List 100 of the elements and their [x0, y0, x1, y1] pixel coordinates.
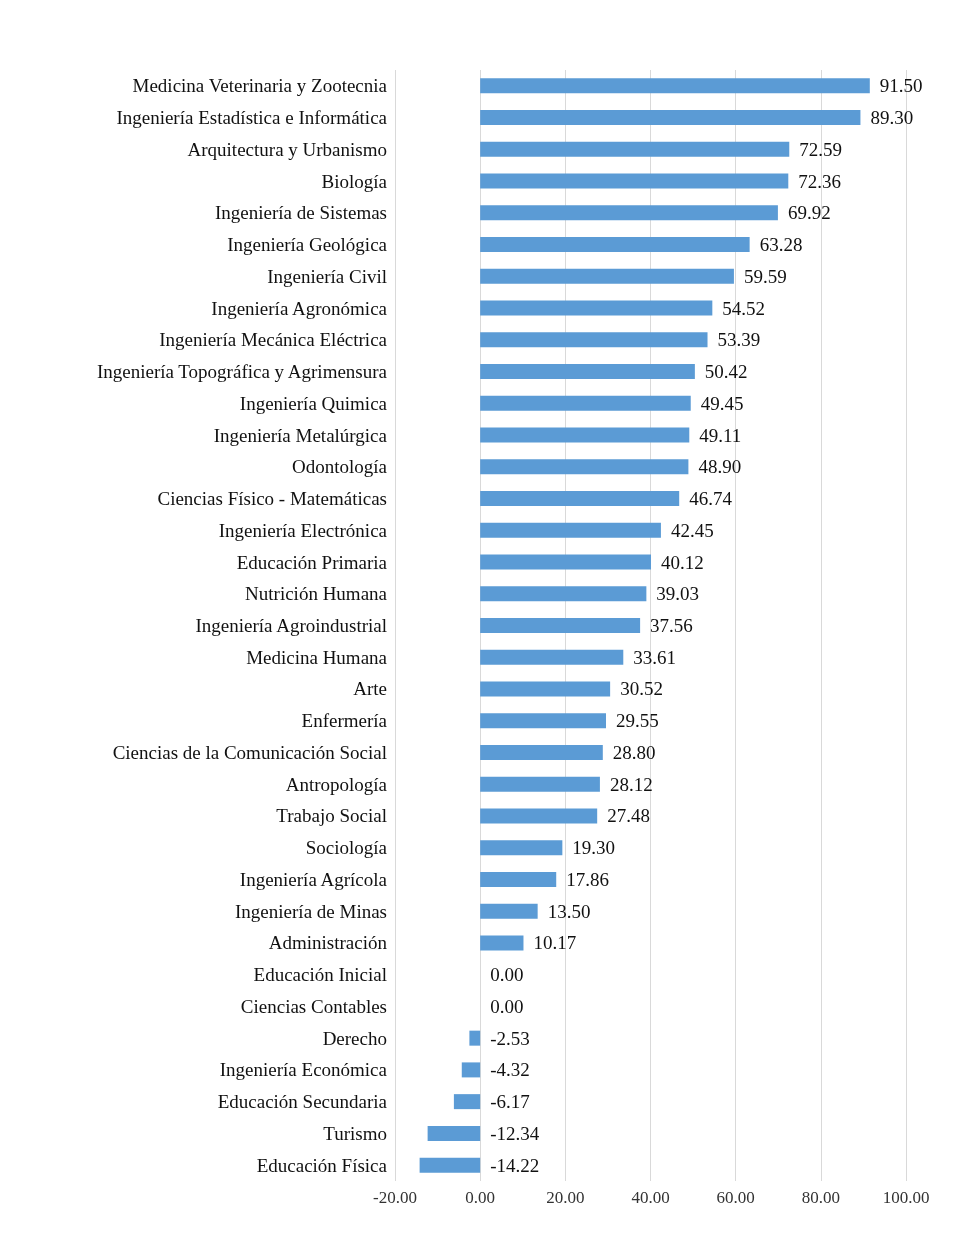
y-tick-label: Arte [353, 678, 387, 700]
bar [480, 681, 611, 697]
bar [480, 78, 870, 94]
data-label: -6.17 [490, 1091, 530, 1113]
data-label: 10.17 [533, 932, 577, 954]
bar [480, 840, 563, 856]
bar [480, 141, 790, 157]
y-tick-label: Ingeniería de Minas [235, 900, 387, 922]
bar [480, 903, 538, 919]
y-tick-label: Ciencias Físico - Matemáticas [157, 488, 387, 510]
data-label: 39.03 [656, 583, 700, 605]
data-label: 27.48 [607, 805, 650, 827]
y-tick-label: Ciencias Contables [240, 995, 387, 1017]
y-tick-label: Ingeniería Civil [267, 265, 387, 287]
x-tick-label: -20.00 [373, 1188, 417, 1207]
y-tick-label: Turismo [323, 1122, 387, 1144]
bar [480, 427, 690, 443]
y-tick-label: Educación Física [256, 1154, 388, 1176]
x-tick-label: 40.00 [631, 1188, 670, 1207]
y-tick-label: Ingeniería Agroindustrial [195, 615, 387, 636]
data-label: 54.52 [722, 297, 766, 319]
y-tick-label: Administración [268, 932, 388, 954]
y-tick-label: Derecho [322, 1027, 387, 1049]
data-label: 13.50 [547, 900, 591, 922]
y-tick-label: Ciencias de la Comunicación Social [112, 741, 387, 763]
data-label: 30.52 [620, 678, 663, 700]
x-tick-label: 100.00 [882, 1188, 930, 1207]
bar [419, 1157, 481, 1173]
x-tick-label: 20.00 [546, 1188, 585, 1207]
data-label: 53.39 [717, 329, 761, 351]
data-label: 42.45 [670, 519, 714, 541]
data-label: -14.22 [490, 1154, 540, 1176]
y-tick-label: Sociología [305, 837, 388, 859]
bar [480, 808, 598, 824]
bar [453, 1094, 481, 1110]
data-label: -4.32 [490, 1059, 530, 1081]
y-tick-label: Arquitectura y Urbanismo [187, 138, 387, 160]
data-label: -2.53 [490, 1027, 530, 1049]
bar [480, 205, 778, 221]
data-label: 69.92 [787, 202, 831, 224]
bar [480, 300, 713, 316]
data-label: 28.80 [612, 741, 656, 763]
y-tick-label: Medicina Humana [246, 646, 388, 668]
y-tick-label: Ingeniería Agronómica [211, 297, 388, 319]
data-label: 72.36 [798, 170, 842, 192]
data-label: 91.50 [879, 75, 923, 97]
data-label: 0.00 [490, 995, 524, 1017]
bar [480, 776, 600, 792]
y-tick-label: Ingeniería Mecánica Eléctrica [159, 329, 388, 351]
data-label: 49.11 [699, 424, 742, 446]
bar [480, 713, 606, 729]
data-label: 40.12 [661, 551, 704, 573]
y-tick-label: Trabajo Social [276, 805, 387, 827]
data-label: 19.30 [572, 837, 616, 859]
y-tick-label: Ingeniería de Sistemas [214, 202, 387, 224]
bar [480, 173, 789, 189]
bar [461, 1062, 481, 1078]
y-tick-label: Ingeniería Estadística e Informática [116, 107, 388, 129]
data-label: 37.56 [650, 615, 693, 636]
y-tick-label: Educación Inicial [253, 964, 387, 986]
bar [480, 237, 750, 253]
y-tick-label: Ingeniería Agrícola [239, 868, 388, 890]
bar [480, 554, 652, 570]
y-tick-label: Medicina Veterinaria y Zootecnia [132, 75, 388, 97]
y-tick-label: Biología [321, 170, 388, 192]
bar [469, 1030, 481, 1046]
y-tick-label: Educación Secundaria [217, 1091, 388, 1113]
data-label: 72.59 [799, 138, 843, 160]
y-tick-label: Ingeniería Económica [219, 1059, 388, 1081]
data-label: 59.59 [743, 265, 787, 287]
data-label: 17.86 [566, 868, 609, 890]
y-tick-label: Antropología [285, 773, 388, 795]
bar [480, 522, 661, 538]
data-label: 29.55 [616, 710, 659, 732]
x-tick-label: 60.00 [716, 1188, 755, 1207]
bar [480, 649, 624, 665]
bar [427, 1125, 481, 1141]
data-label: 63.28 [759, 234, 803, 256]
bar [480, 459, 689, 475]
bar [480, 935, 524, 951]
data-label: 28.12 [609, 773, 653, 795]
y-tick-label: Ingeniería Quimica [239, 392, 388, 414]
y-tick-label: Ingeniería Electrónica [218, 519, 388, 541]
bar [480, 744, 603, 760]
data-label: 0.00 [490, 964, 524, 986]
y-tick-label: Ingeniería Topográfica y Agrimensura [96, 361, 388, 383]
y-tick-label: Enfermería [301, 710, 388, 732]
bar [480, 364, 695, 380]
data-label: 48.90 [698, 456, 742, 478]
bar [480, 332, 708, 348]
bar [480, 268, 734, 284]
data-label: 49.45 [700, 392, 744, 414]
bar [480, 871, 557, 887]
x-tick-label: 80.00 [801, 1188, 840, 1207]
y-tick-label: Ingeniería Geológica [227, 234, 388, 256]
data-label: 33.61 [633, 646, 677, 668]
y-tick-label: Ingeniería Metalúrgica [213, 424, 388, 446]
bar [480, 586, 647, 602]
data-label: 46.74 [689, 488, 733, 510]
bar [480, 491, 680, 507]
